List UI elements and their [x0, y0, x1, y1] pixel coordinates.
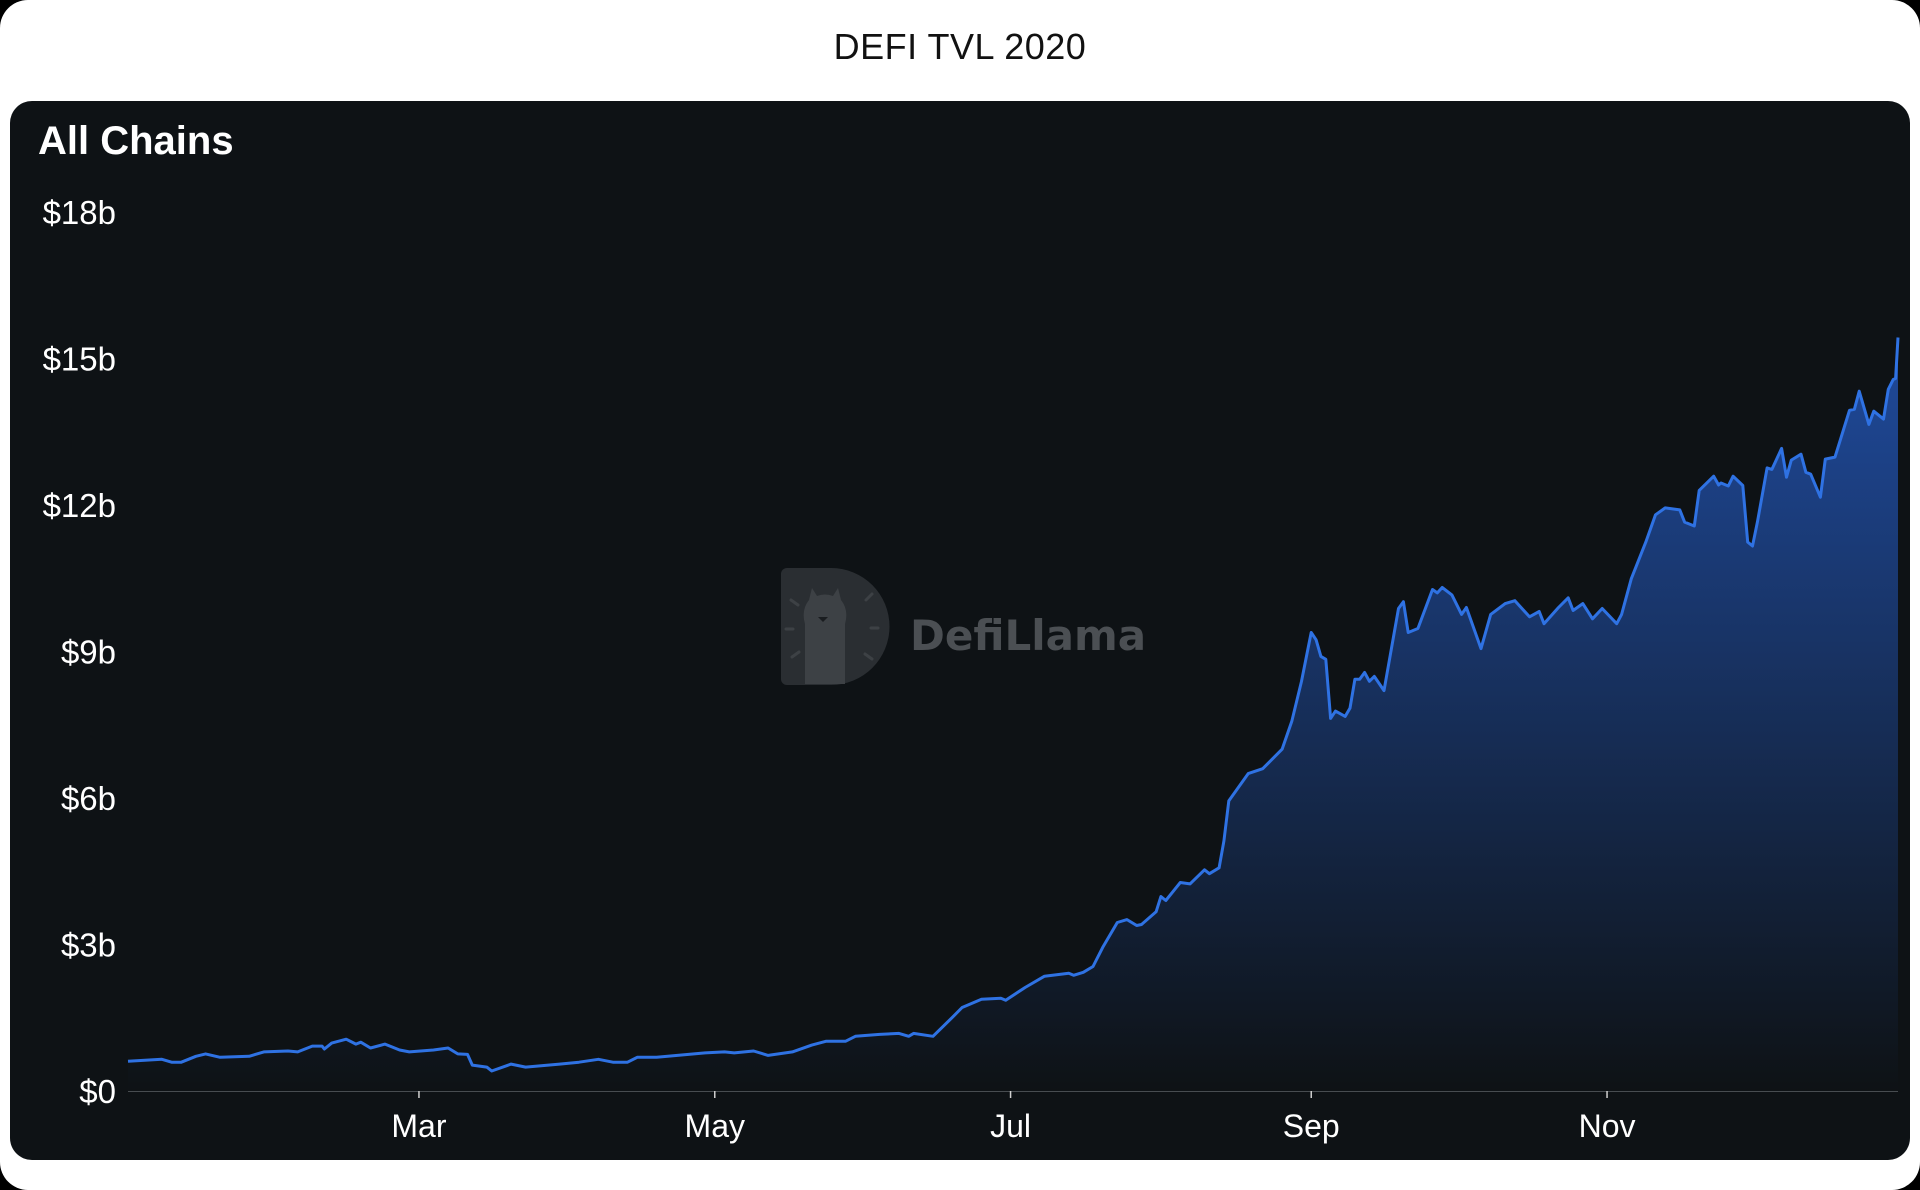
- tvl-area-chart[interactable]: DefiLlama $0 $3b $6b $9b $12b $15b $18b Mar May…: [10, 101, 1910, 1160]
- x-tick-label: Nov: [1579, 1108, 1636, 1144]
- y-tick-label: $6b: [61, 780, 116, 817]
- tvl-area-fill: [128, 337, 1898, 1091]
- page-title: DEFI TVL 2020: [833, 26, 1087, 67]
- y-tick-label: $12b: [43, 487, 116, 524]
- x-tick-label: May: [685, 1108, 745, 1144]
- x-axis: Mar May Jul Sep Nov: [128, 1090, 1898, 1144]
- y-axis: $0 $3b $6b $9b $12b $15b $18b: [43, 194, 116, 1110]
- x-tick-label: Jul: [990, 1108, 1031, 1144]
- x-tick-label: Mar: [391, 1108, 446, 1144]
- x-tick-label: Sep: [1283, 1108, 1340, 1144]
- chart-panel: DefiLlama $0 $3b $6b $9b $12b $15b $18b Mar May…: [10, 101, 1910, 1160]
- y-tick-label: $9b: [61, 634, 116, 671]
- llama-logo-icon: [781, 568, 890, 685]
- tvl-line: [127, 337, 1900, 1073]
- watermark: DefiLlama: [781, 568, 1146, 685]
- watermark-text: DefiLlama: [910, 611, 1146, 660]
- y-tick-label: $15b: [43, 341, 116, 378]
- y-tick-label: $18b: [43, 194, 116, 231]
- y-tick-label: $0: [79, 1073, 116, 1110]
- chart-title: All Chains: [38, 119, 234, 163]
- y-tick-label: $3b: [61, 927, 116, 964]
